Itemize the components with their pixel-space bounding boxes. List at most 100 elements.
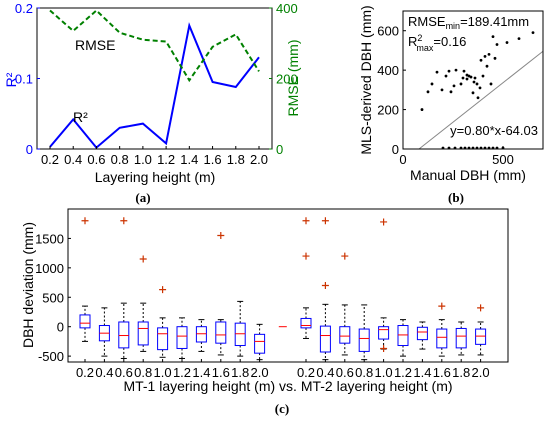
outlier-marker [341,252,349,260]
box-iqr [475,328,487,345]
scatter-point [454,68,458,72]
box-mt2-1.2 [397,319,409,357]
scatter-point [487,52,491,56]
y-tick-label: 0 [26,142,33,157]
x-tick-label: 1.2 [157,152,175,167]
panel-c: 0.2 0.4 0.6 0.8 1.0 1.2 1.4 1.6 1.8 2.0 0.2 0.4 0.6 0… [20,208,509,416]
panel-a-y-label: R² [3,72,19,87]
box-iqr [300,317,312,329]
panel-c-y-label: DBH deviation (mm) [20,222,36,348]
scatter-point [462,69,466,73]
scatter-point [461,76,465,80]
x-tick-label: 500 [492,152,514,167]
scatter-point [483,54,487,58]
x-tick-label: 0.8 [355,365,373,380]
box-iqr [319,325,331,353]
scatter-point [435,70,439,74]
scatter-point [444,74,448,78]
outlier-marker [321,217,329,225]
box-iqr [397,325,409,347]
panel-a: 0.2 0.4 0.6 0.8 1.0 1.2 1.4 1.6 1.8 2.0 0 0.1 0.2 0… [3,1,301,205]
scatter-point [479,58,483,62]
box-mt2-1.4 [416,321,428,350]
rmse-annotation: RMSEmin=189.41mm [408,14,529,31]
box-iqr [436,328,448,349]
scatter-point [430,82,434,86]
y-tick-label: -500 [38,349,64,364]
panel-c-y-ticks: -500 0 500 1000 1500 [35,231,71,364]
scatter-point [476,96,480,100]
y-tick-label: 500 [42,290,64,305]
y-tick-label: 200 [377,103,399,118]
scatter-point [473,76,477,80]
panel-a-y2-ticks: 0 200 400 [269,1,298,157]
scatter-point [420,108,424,111]
x-tick-label: 2.0 [251,365,269,380]
panel-a-x-ticks: 0.2 0.4 0.6 0.8 1.0 1.2 1.4 1.6 1.8 2.0 [41,146,268,167]
box-iqr [416,326,428,341]
box-mt2-0.4 [319,217,331,361]
scatter-point [459,82,463,86]
panel-c-x-label: MT-1 layering height (m) vs. MT-2 layeri… [123,378,452,394]
x-tick-label: 0.2 [41,152,59,167]
panel-c-frame [67,208,509,363]
x-tick-label: 2.0 [472,365,490,380]
series-line-rmse [49,9,260,83]
scatter-point [517,37,521,40]
box-mt1-1.0 [157,286,169,358]
box-mt1-1.6 [215,231,227,356]
box-iqr [137,321,149,346]
y2-tick-label: 400 [276,1,298,16]
box-mt2-1.8 [455,321,467,356]
y2-tick-label: 0 [276,142,283,157]
box-iqr [358,328,370,352]
box-mt2-0.6 [339,252,351,356]
x-tick-label: 1.8 [452,365,470,380]
outlier-marker [81,217,89,225]
y-tick-label: 0 [57,320,64,335]
scatter-point [505,41,509,44]
scatter-point [491,35,495,39]
y-tick-label: 0 [392,142,399,157]
box-iqr [234,322,246,347]
panel-b-frame [402,10,544,150]
scatter-point [447,69,451,73]
x-tick-label: 0.6 [87,152,105,167]
box-iqr [157,327,169,351]
box-mt1-0.4 [98,307,110,357]
box-mt1-0.2 [79,217,91,342]
box-iqr [176,326,188,349]
outlier-marker [302,217,310,225]
outlier-marker [139,255,147,263]
y-tick-label: 400 [377,63,399,78]
series-line-r2 [49,22,260,150]
box-mt1-1.4 [195,319,207,352]
box-iqr [378,326,390,340]
x-tick-label: 1.0 [154,365,172,380]
panel-b-y-label: MLS-derived DBH (mm) [358,5,374,154]
panel-b-caption: (b) [448,190,464,205]
scatter-point [469,75,473,79]
x-tick-label: 0.2 [297,365,315,380]
panel-c-plot [79,217,487,361]
box-iqr [79,314,91,329]
x-tick-label: 0 [399,152,406,167]
panel-a-plot [49,9,260,150]
outlier-marker [217,231,225,239]
scatter-point [495,43,499,46]
scatter-point [485,64,489,68]
scatter-point [472,80,476,84]
x-tick-label: 0.4 [95,365,113,380]
scatter-point [440,88,444,92]
x-tick-label: 1.0 [375,365,393,380]
legend-label-rmse: RMSE [75,37,115,53]
outlier-marker [477,304,485,312]
outlier-marker [159,286,167,294]
outlier-marker [120,217,128,225]
x-tick-label: 1.8 [231,365,249,380]
outlier-marker [380,218,388,226]
box-iqr [118,321,130,349]
x-tick-label: 1.0 [134,152,152,167]
box-mt1-0.6 [118,217,130,359]
